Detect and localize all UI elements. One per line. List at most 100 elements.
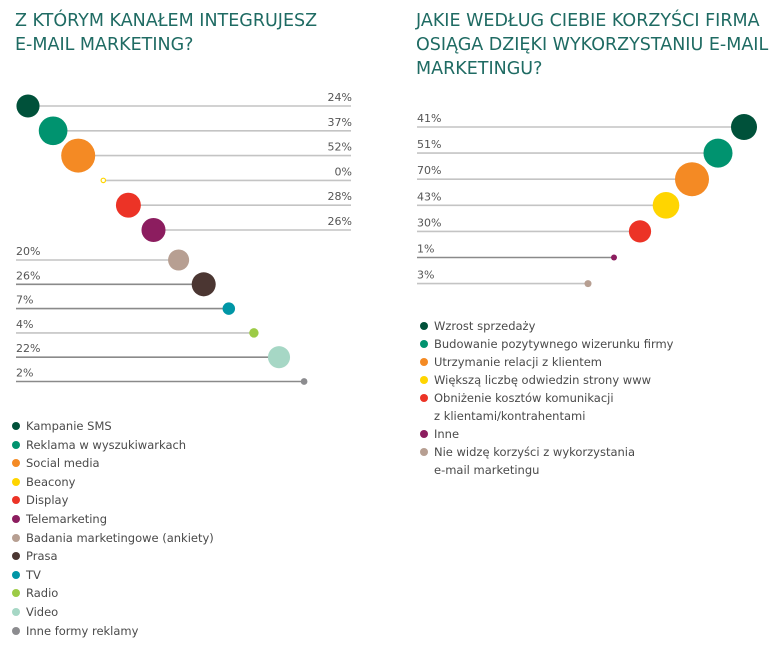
legend-label: Video xyxy=(26,604,59,619)
lollipop-dot xyxy=(584,280,592,288)
legend-swatch-icon xyxy=(12,477,20,486)
lollipop-dot xyxy=(703,138,733,168)
legend-item: Reklama w wyszukiwarkach xyxy=(12,436,214,455)
legend-item: Inne xyxy=(420,425,680,443)
right-chart-title: JAKIE WEDŁUG CIEBIE KORZYŚCI FIRMA OSIĄG… xyxy=(416,11,769,79)
legend-swatch-icon xyxy=(12,589,20,598)
legend-item: Kampanie SMS xyxy=(12,417,214,436)
legend-swatch-icon xyxy=(420,322,428,330)
legend-item: Inne formy reklamy xyxy=(12,622,214,641)
legend-label: TV xyxy=(26,567,41,582)
legend-swatch-icon xyxy=(420,430,428,438)
lollipop-dot xyxy=(38,116,68,146)
value-label: 51% xyxy=(417,138,441,151)
left-chart-title: Z KTÓRYM KANAŁEM INTEGRUJESZ E-MAIL MARK… xyxy=(15,11,318,55)
value-label: 30% xyxy=(417,216,441,229)
legend-item: Większą liczbę odwiedzin strony www xyxy=(420,371,680,389)
lollipop-dot xyxy=(611,254,617,261)
legend-item: Badania marketingowe (ankiety) xyxy=(12,529,214,548)
legend-label: Social media xyxy=(26,456,100,471)
value-label: 4% xyxy=(16,318,33,331)
legend-item: Video xyxy=(12,603,214,622)
value-label: 41% xyxy=(417,112,441,125)
legend-label: Inne formy reklamy xyxy=(26,623,139,638)
value-label: 1% xyxy=(417,243,434,256)
lollipop-dot xyxy=(267,346,291,369)
legend-item: Wzrost sprzedaży xyxy=(420,317,680,335)
legend-label: Nie widzę korzyści z wykorzystania e-mai… xyxy=(434,445,636,477)
lollipop-dot xyxy=(115,192,141,218)
value-label: 22% xyxy=(16,342,40,355)
legend-swatch-icon xyxy=(12,626,20,635)
value-label: 20% xyxy=(16,245,40,258)
legend-swatch-icon xyxy=(420,448,428,456)
value-label: 28% xyxy=(328,190,352,203)
legend-label: Kampanie SMS xyxy=(26,419,112,433)
legend-label: Wzrost sprzedaży xyxy=(434,319,536,333)
legend-swatch-icon xyxy=(420,376,428,384)
lollipop-dot xyxy=(100,177,107,184)
legend-item: TV xyxy=(12,566,214,585)
value-label: 70% xyxy=(417,164,441,177)
value-label: 26% xyxy=(16,269,40,282)
legend-item: Display xyxy=(12,491,214,510)
legend-item: Beacony xyxy=(12,473,214,492)
legend-label: Telemarketing xyxy=(26,511,108,526)
lollipop-dot xyxy=(191,272,216,297)
right-lollipop-chart: 41% 51% 70% 43% 30% 1% 3% xyxy=(417,112,758,288)
legend-item: Social media xyxy=(12,454,214,473)
legend-swatch-icon xyxy=(420,358,428,366)
lollipop-dot xyxy=(168,249,190,271)
lollipop-dot xyxy=(222,302,236,315)
legend-item: Telemarketing xyxy=(12,510,214,529)
legend-item: Budowanie pozytywnego wizerunku firmy xyxy=(420,335,680,353)
legend-item: Prasa xyxy=(12,547,214,566)
legend-item: Obniżenie kosztów komunikacji z klientam… xyxy=(420,389,680,425)
legend-label: Radio xyxy=(26,586,59,601)
value-label: 43% xyxy=(417,190,441,203)
legend-swatch-icon xyxy=(12,533,20,542)
legend-label: Beacony xyxy=(26,474,76,489)
legend-label: Budowanie pozytywnego wizerunku firmy xyxy=(434,337,674,351)
value-label: 2% xyxy=(16,367,33,380)
lollipop-dot xyxy=(16,94,40,118)
legend-label: Inne xyxy=(434,427,460,441)
legend-swatch-icon xyxy=(12,607,20,616)
lollipop-dot xyxy=(675,162,709,197)
lollipop-dot xyxy=(300,378,308,385)
legend-swatch-icon xyxy=(12,496,20,505)
legend-swatch-icon xyxy=(12,570,20,579)
legend-label: Większą liczbę odwiedzin strony www xyxy=(434,373,652,387)
value-label: 24% xyxy=(328,91,352,104)
legend-label: Obniżenie kosztów komunikacji z klientam… xyxy=(434,391,614,423)
lollipop-dot xyxy=(249,328,259,338)
value-label: 26% xyxy=(328,215,352,228)
lollipop-dot xyxy=(628,220,652,243)
legend-swatch-icon xyxy=(12,459,20,468)
value-label: 37% xyxy=(328,116,352,129)
lollipop-dot xyxy=(652,191,680,219)
legend-swatch-icon xyxy=(12,552,20,561)
legend-swatch-icon xyxy=(12,514,20,523)
legend-label: Reklama w wyszukiwarkach xyxy=(26,437,187,452)
value-label: 52% xyxy=(328,141,352,154)
lollipop-dot xyxy=(730,113,758,141)
legend-swatch-icon xyxy=(420,340,428,348)
legend-label: Display xyxy=(26,493,69,508)
right-legend: Wzrost sprzedaży Budowanie pozytywnego wi… xyxy=(420,317,680,479)
value-label: 7% xyxy=(16,294,33,307)
value-label: 3% xyxy=(417,269,434,282)
legend-swatch-icon xyxy=(12,440,20,449)
legend-swatch-icon xyxy=(420,394,428,402)
legend-swatch-icon xyxy=(12,422,20,430)
legend-label: Utrzymanie relacji z klientem xyxy=(434,355,603,369)
left-legend: Kampanie SMS Reklama w wyszukiwarkach Soci… xyxy=(12,417,214,640)
left-lollipop-chart: 24% 37% 52% 0% 28% 26% 20% 26% 7% 4% 22% 2% xyxy=(16,91,352,385)
legend-item: Utrzymanie relacji z klientem xyxy=(420,353,680,371)
legend-item: Nie widzę korzyści z wykorzystania e-mai… xyxy=(420,443,680,479)
lollipop-dot xyxy=(61,138,96,173)
legend-label: Badania marketingowe (ankiety) xyxy=(26,530,214,545)
legend-item: Radio xyxy=(12,584,214,603)
legend-label: Prasa xyxy=(26,549,58,564)
value-label: 0% xyxy=(335,165,352,178)
